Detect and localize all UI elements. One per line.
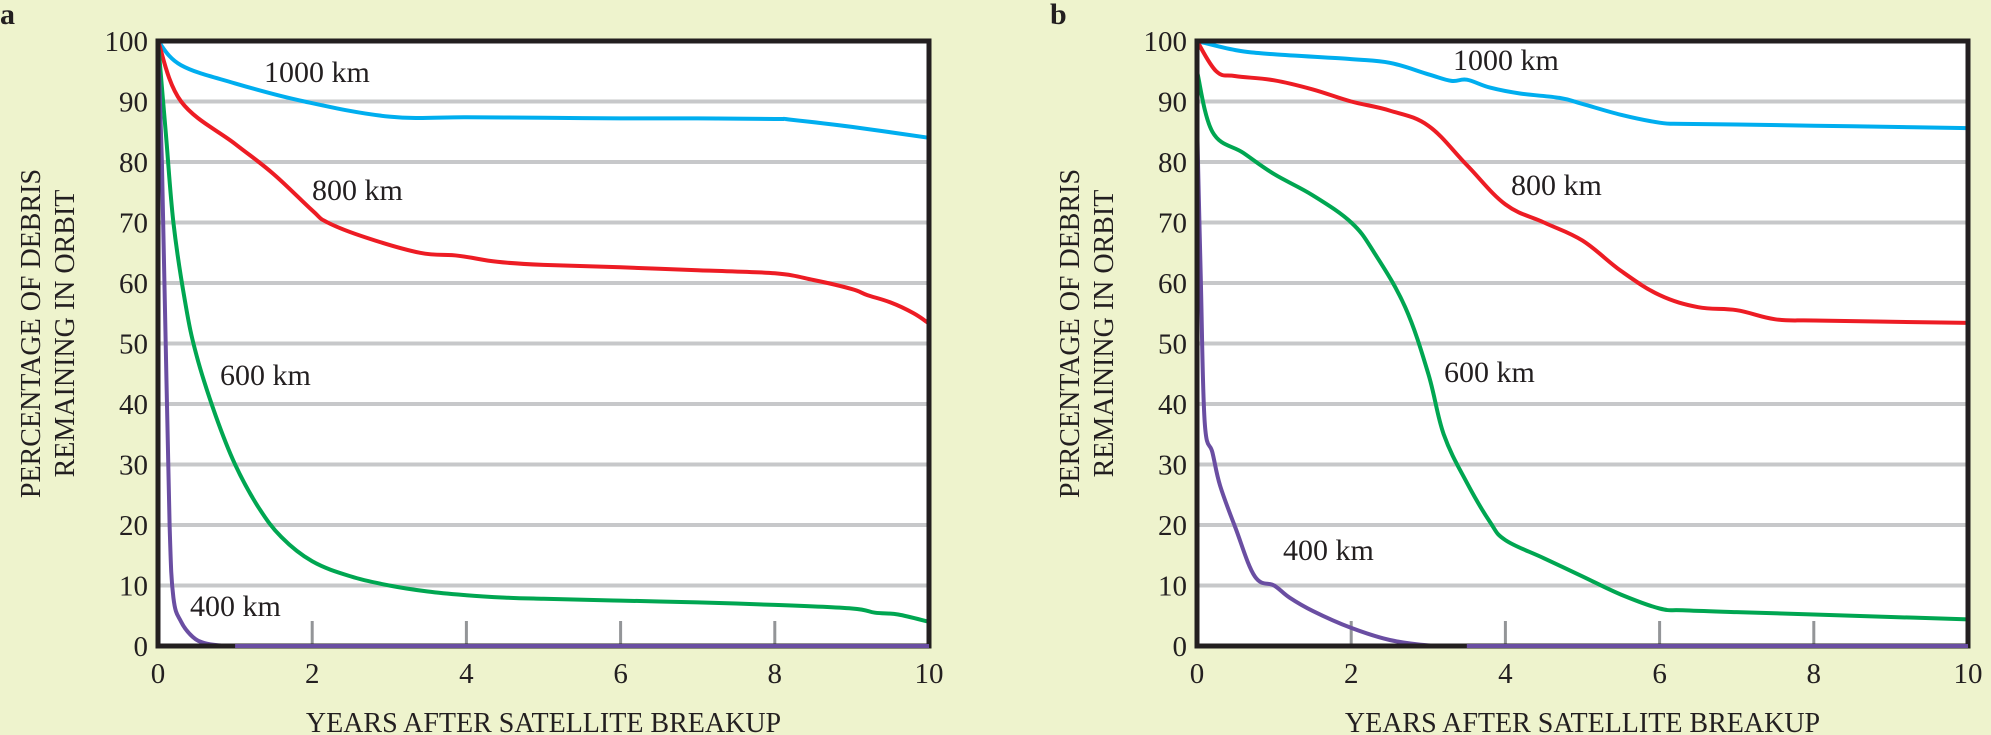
y-tick-label: 80 [1158, 147, 1187, 179]
y-tick-label: 80 [119, 147, 148, 179]
x-tick-label: 2 [1344, 658, 1359, 690]
x-axis-label: YEARS AFTER SATELLITE BREAKUP [306, 708, 781, 735]
y-tick-label: 70 [119, 208, 148, 240]
panel-letter-b: b [1050, 0, 1067, 31]
series-line-600-km [1195, 69, 1970, 622]
series-line-1000-km [156, 39, 931, 140]
y-axis-label: REMAINING IN ORBIT [50, 190, 81, 478]
series-line-800-km [1195, 39, 1970, 325]
y-axis-label: REMAINING IN ORBIT [1089, 190, 1120, 478]
x-tick-label: 10 [1954, 658, 1983, 690]
series-label: 1000 km [264, 56, 370, 89]
chart-panel-b: b 0 10 20 30 40 50 60 70 80 90 100 0 2 4 6 8 10 1000 km 80… [1050, 0, 1983, 735]
y-tick-label: 60 [1158, 268, 1187, 300]
y-tick-label: 20 [1158, 510, 1187, 542]
y-tick-label: 70 [1158, 208, 1187, 240]
x-tick-label: 4 [459, 658, 474, 690]
x-tick-label: 4 [1498, 658, 1513, 690]
y-tick-label: 10 [119, 571, 148, 603]
y-tick-label: 100 [1144, 26, 1188, 58]
y-tick-label: 50 [1158, 329, 1187, 361]
y-tick-label: 90 [1158, 87, 1187, 119]
y-axis-label: PERCENTAGE OF DEBRIS [16, 169, 47, 498]
y-tick-label: 60 [119, 268, 148, 300]
y-tick-label: 0 [134, 631, 149, 663]
series-line-1000-km [1195, 39, 1970, 131]
y-tick-label: 90 [119, 87, 148, 119]
y-tick-label: 20 [119, 510, 148, 542]
x-axis-label: YEARS AFTER SATELLITE BREAKUP [1345, 708, 1820, 735]
series-label: 400 km [190, 590, 281, 623]
y-tick-label: 50 [119, 329, 148, 361]
x-tick-label: 6 [613, 658, 628, 690]
series-line-800-km [156, 39, 931, 326]
chart-panel-a: a 0 10 20 30 40 50 60 70 80 90 100 0 2 4 6 8 10 1000 km 80… [0, 0, 944, 735]
x-tick-label: 6 [1652, 658, 1667, 690]
x-tick-label: 0 [151, 658, 166, 690]
series-label: 600 km [1444, 356, 1535, 389]
x-tick-label: 0 [1190, 658, 1205, 690]
y-axis-label: PERCENTAGE OF DEBRIS [1055, 169, 1086, 498]
x-tick-label: 8 [768, 658, 783, 690]
y-tick-label: 100 [105, 26, 149, 58]
panel-letter-a: a [0, 0, 15, 31]
series-line-600-km [156, 39, 931, 624]
y-tick-label: 40 [1158, 389, 1187, 421]
x-tick-label: 8 [1807, 658, 1822, 690]
series-label: 800 km [1511, 169, 1602, 202]
y-tick-label: 30 [1158, 450, 1187, 482]
series-label: 400 km [1283, 534, 1374, 567]
x-tick-label: 2 [305, 658, 320, 690]
series-label: 600 km [220, 359, 311, 392]
x-tick-label: 10 [915, 658, 944, 690]
y-tick-label: 10 [1158, 571, 1187, 603]
y-tick-label: 40 [119, 389, 148, 421]
series-label: 800 km [312, 174, 403, 207]
series-label: 1000 km [1453, 44, 1559, 77]
y-tick-label: 30 [119, 450, 148, 482]
y-tick-label: 0 [1173, 631, 1188, 663]
